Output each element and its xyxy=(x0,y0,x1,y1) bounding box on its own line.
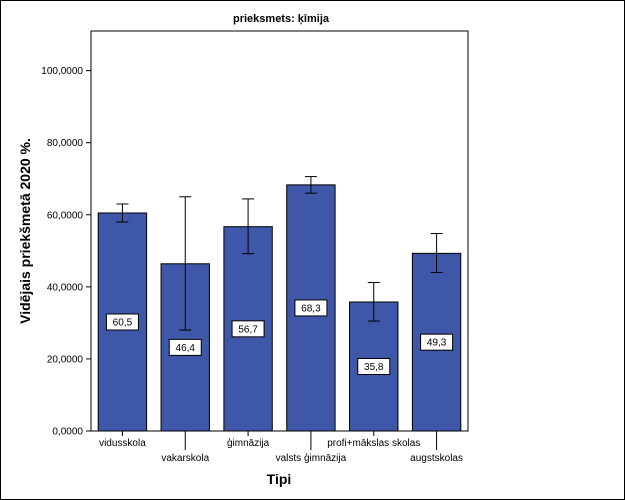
x-tick-label: ģimnāzija xyxy=(227,436,270,449)
x-tick-label: vakarskola xyxy=(161,453,209,464)
x-tick-label: augstskolas xyxy=(410,453,463,464)
value-label: 46,4 xyxy=(176,343,196,354)
y-axis: 0,0000 20,0000 40,0000 60,0000 80,0000 100,00… xyxy=(41,66,91,438)
y-tick-label: 40,0000 xyxy=(47,282,84,293)
x-tick-label: profi+mākslas skolas xyxy=(327,438,420,449)
x-axis-title: Tipi xyxy=(267,471,292,487)
y-tick-label: 20,0000 xyxy=(47,354,84,365)
value-label-box xyxy=(420,333,454,351)
y-axis-title: Vidējais priekšmetā 2020 %. xyxy=(17,138,33,324)
bars-group: 60,5 46,4 56,7 68,3 35,8 49,3 xyxy=(97,176,462,432)
y-tick-label: 80,0000 xyxy=(47,138,84,149)
y-tick-label: 60,0000 xyxy=(47,210,84,221)
value-label: 56,7 xyxy=(238,324,258,335)
value-label: 49,3 xyxy=(427,338,447,349)
value-label-box xyxy=(168,338,202,356)
x-tick-label: vidusskola xyxy=(99,438,146,449)
value-label: 60,5 xyxy=(113,317,133,328)
value-label: 35,8 xyxy=(364,362,384,373)
y-tick-label: 0,0000 xyxy=(52,427,83,438)
value-label: 68,3 xyxy=(301,303,321,314)
chart-title: prieksmets: ķīmija xyxy=(233,13,330,25)
value-label-box xyxy=(231,320,265,338)
value-label-box xyxy=(105,313,139,331)
value-label-box xyxy=(357,357,391,375)
x-tick-label: valsts ģimnāzija xyxy=(276,451,347,464)
y-tick-label: 100,0000 xyxy=(41,66,83,77)
plot-area xyxy=(90,30,469,432)
x-axis: vidusskola vakarskola ģimnāzija valsts ģimn… xyxy=(99,431,463,464)
value-label-box xyxy=(294,299,328,317)
